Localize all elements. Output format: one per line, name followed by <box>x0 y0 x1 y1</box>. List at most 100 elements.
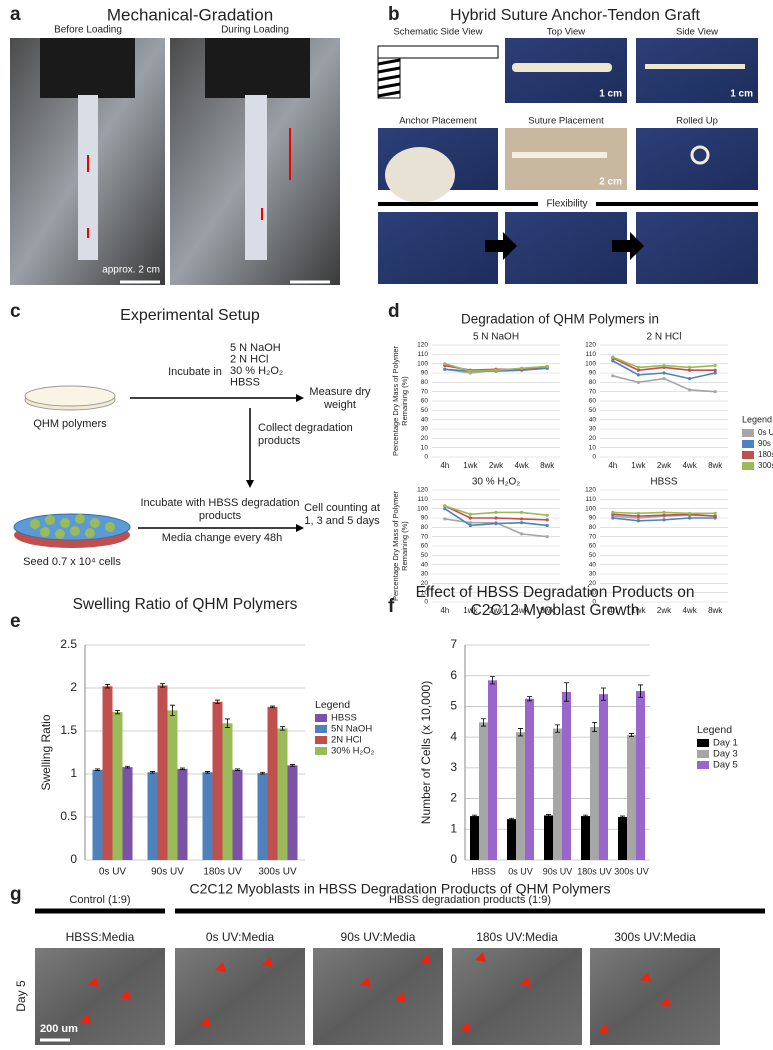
point <box>636 368 641 372</box>
bar <box>562 691 571 860</box>
bar <box>92 769 103 860</box>
photo <box>636 212 758 284</box>
legend-entry: Day 1 <box>713 738 738 749</box>
panel-title: Experimental Setup <box>120 307 260 324</box>
y-tick-label: 1 <box>70 766 77 780</box>
error-bar <box>105 684 110 689</box>
x-tick-label: 4wk <box>682 606 697 615</box>
point <box>662 518 666 522</box>
y-tick-label: 90 <box>421 370 429 377</box>
y-tick-label: 60 <box>421 398 429 405</box>
x-tick-label: 4h <box>440 606 449 615</box>
legend-swatch <box>315 747 327 755</box>
x-tick-label: 1wk <box>463 606 478 615</box>
flow-label: QHM polymers <box>33 418 107 430</box>
y-tick-label: 120 <box>417 487 428 494</box>
caption: During Loading <box>221 25 289 36</box>
point <box>520 510 524 514</box>
point <box>494 522 498 526</box>
bar <box>287 765 298 860</box>
y-tick-label: 110 <box>418 351 429 358</box>
bar <box>257 773 268 860</box>
y-tick-label: 110 <box>586 351 597 358</box>
point <box>662 371 666 375</box>
legend-swatch <box>315 725 327 733</box>
bar <box>479 722 488 860</box>
photo <box>636 128 758 190</box>
bar <box>122 767 133 860</box>
x-tick-label: 4h <box>608 606 617 615</box>
panel-label: g <box>10 884 22 905</box>
y-tick-label: 40 <box>589 561 597 568</box>
x-tick-label: 0s UV <box>99 867 127 878</box>
error-bar <box>518 728 523 737</box>
point <box>443 507 447 511</box>
x-tick-label: 2wk <box>489 606 504 615</box>
y-tick-label: 2 <box>70 680 77 694</box>
legend-entry: 0s UV <box>758 428 773 437</box>
subplot-title: 30 % H₂O₂ <box>472 477 520 488</box>
y-tick-label: 0 <box>450 852 457 866</box>
y-tick-label: 20 <box>421 580 429 587</box>
bar <box>553 728 562 860</box>
caption: Flexibility <box>546 199 587 210</box>
y-tick-label: 30 <box>421 571 429 578</box>
point <box>636 519 641 523</box>
y-tick-label: 70 <box>421 388 429 395</box>
arrow <box>296 394 304 402</box>
y-tick-label: 2.5 <box>60 637 77 651</box>
caption: 0s UV:Media <box>206 930 275 944</box>
y-tick-label: 60 <box>421 543 429 550</box>
y-tick-label: 0 <box>592 599 596 606</box>
solution: 30 % H₂O₂ <box>230 365 283 377</box>
bar <box>202 772 213 860</box>
caption: 90s UV:Media <box>341 930 416 944</box>
error-bar <box>150 771 155 774</box>
arrow <box>296 524 304 532</box>
caption: Side View <box>676 27 718 38</box>
y-tick-label: 100 <box>417 505 428 512</box>
y-tick-label: 120 <box>585 487 596 494</box>
y-tick-label: 10 <box>589 589 597 596</box>
error-bar <box>509 817 514 821</box>
point <box>611 355 615 359</box>
bar <box>157 685 168 860</box>
bar <box>488 680 497 860</box>
bar <box>112 712 123 860</box>
label: Incubate with HBSS degradation products <box>140 497 300 522</box>
point <box>662 377 666 381</box>
y-tick-label: 0 <box>424 454 428 461</box>
caption: Rolled Up <box>676 116 718 127</box>
bar <box>525 698 534 860</box>
photo-detail <box>690 145 710 165</box>
error-bar <box>160 683 165 688</box>
legend-entry: 5N NaOH <box>331 724 372 735</box>
x-tick-label: 4h <box>440 461 449 470</box>
point <box>545 535 549 539</box>
x-tick-label: 4wk <box>682 461 697 470</box>
legend-entry: HBSS <box>331 713 357 724</box>
point <box>688 516 692 520</box>
panel-title: Hybrid Suture Anchor-Tendon Graft <box>450 7 700 24</box>
y-axis-label: Number of Cells (x 10,000) <box>419 681 433 824</box>
x-tick-label: 1wk <box>463 461 478 470</box>
x-tick-label: 4h <box>608 461 617 470</box>
photo-detail <box>245 95 267 260</box>
error-bar <box>225 718 230 728</box>
legend-swatch <box>742 462 754 470</box>
point <box>545 518 549 522</box>
bar <box>590 727 599 860</box>
panel-title: Mechanical-Gradation <box>107 5 273 24</box>
point <box>636 373 641 377</box>
cells <box>30 514 115 539</box>
x-tick-label: 8wk <box>540 606 555 615</box>
schematic <box>377 45 499 59</box>
photo <box>505 212 627 284</box>
arrow <box>485 232 517 260</box>
point <box>713 511 717 515</box>
point <box>662 363 666 368</box>
error-bar <box>546 814 551 817</box>
x-tick-label: HBSS <box>471 866 496 876</box>
legend-swatch <box>742 440 754 448</box>
label: Collect degradation products <box>258 422 353 447</box>
